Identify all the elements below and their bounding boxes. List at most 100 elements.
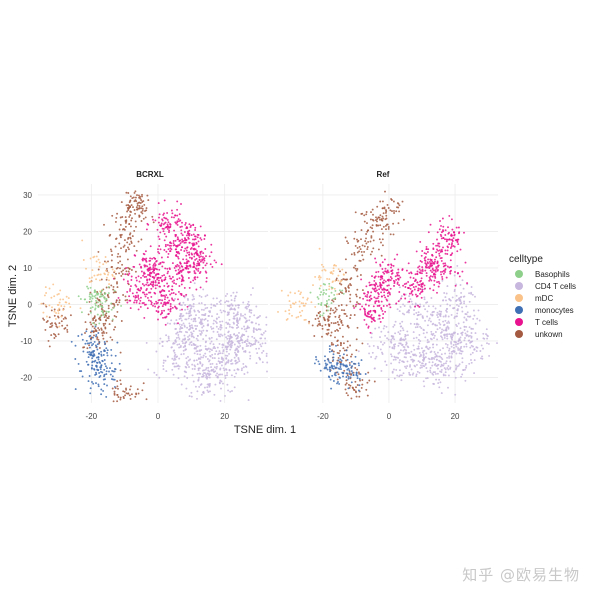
point-basophils [321,314,324,317]
point-mdc [306,298,309,301]
point-cd4-t-cells [192,320,195,323]
point-cd4-t-cells [193,368,196,370]
point-monocytes [85,330,88,333]
point-cd4-t-cells [188,366,190,368]
point-monocytes [337,381,339,383]
point-unkown [112,285,115,288]
point-cd4-t-cells [219,303,222,306]
point-t-cells [126,290,129,293]
point-cd4-t-cells [226,383,229,386]
point-t-cells [163,301,166,304]
point-basophils [322,293,325,296]
point-basophils [102,294,105,297]
point-cd4-t-cells [446,285,449,288]
point-t-cells [173,243,176,246]
point-t-cells [215,261,218,264]
point-t-cells [182,279,185,282]
point-basophils [98,295,101,298]
point-cd4-t-cells [464,379,467,382]
point-t-cells [181,234,184,237]
point-cd4-t-cells [248,342,251,344]
point-mdc [62,298,65,301]
point-cd4-t-cells [218,373,220,376]
point-cd4-t-cells [254,339,257,342]
point-basophils [91,306,94,309]
point-t-cells [444,268,447,271]
point-t-cells [393,284,395,287]
point-cd4-t-cells [378,326,380,329]
point-unkown [346,374,349,377]
point-cd4-t-cells [197,369,200,372]
point-t-cells [389,276,392,278]
point-basophils [330,286,333,289]
point-unkown [105,286,108,289]
point-basophils [319,293,322,296]
point-t-cells [407,262,410,265]
x-tick-label: 0 [156,412,161,421]
point-unkown [329,309,332,312]
point-cd4-t-cells [224,374,227,377]
point-t-cells [380,300,383,303]
point-t-cells [179,261,181,264]
point-t-cells [142,272,145,275]
point-cd4-t-cells [179,317,182,320]
point-t-cells [199,260,202,263]
point-t-cells [413,280,416,283]
point-cd4-t-cells [189,304,191,307]
point-mdc [58,307,61,310]
point-cd4-t-cells [211,357,214,359]
point-mdc [332,280,334,283]
point-unkown [398,204,401,207]
point-cd4-t-cells [439,370,442,373]
point-monocytes [338,382,341,385]
point-cd4-t-cells [255,347,258,350]
point-t-cells [371,287,374,290]
point-t-cells [372,318,375,321]
point-cd4-t-cells [229,345,232,348]
point-cd4-t-cells [448,347,451,350]
point-cd4-t-cells [239,313,242,316]
point-mdc [287,294,290,297]
point-basophils [327,298,330,301]
point-basophils [93,295,96,298]
point-cd4-t-cells [447,386,449,389]
point-monocytes [98,372,101,374]
y-tick-label: 0 [28,300,33,309]
point-unkown [107,307,110,310]
point-cd4-t-cells [233,356,236,359]
point-cd4-t-cells [427,348,430,351]
point-cd4-t-cells [245,327,248,330]
point-t-cells [358,303,361,306]
point-cd4-t-cells [460,291,463,294]
point-monocytes [352,374,355,377]
point-monocytes [335,344,337,347]
point-mdc [50,296,53,299]
point-t-cells [164,245,167,248]
point-monocytes [80,333,83,336]
point-t-cells [163,316,166,319]
point-cd4-t-cells [187,299,189,301]
point-monocytes [98,341,101,344]
point-unkown [102,322,105,325]
point-monocytes [88,350,91,353]
point-unkown [339,341,342,344]
point-cd4-t-cells [202,288,205,291]
point-t-cells [187,237,190,240]
point-unkown [106,340,108,343]
point-unkown [107,296,110,299]
point-unkown [55,323,57,326]
point-cd4-t-cells [436,367,439,370]
point-t-cells [389,293,391,296]
point-t-cells [423,252,426,255]
point-cd4-t-cells [439,304,442,307]
point-cd4-t-cells [393,345,396,348]
point-unkown [114,326,117,329]
point-t-cells [367,315,370,318]
point-cd4-t-cells [248,319,251,322]
point-t-cells [135,285,138,288]
point-mdc [277,310,279,313]
point-cd4-t-cells [475,350,478,353]
point-t-cells [463,231,465,234]
point-t-cells [419,240,422,243]
point-cd4-t-cells [171,357,174,360]
